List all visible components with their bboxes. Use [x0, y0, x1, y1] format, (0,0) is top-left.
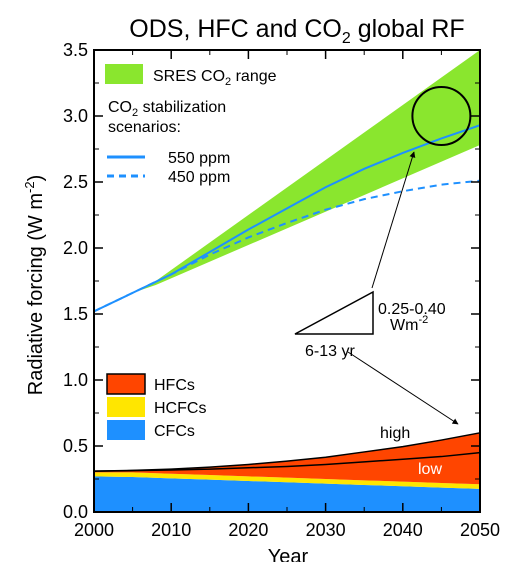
legend-label-cfcs: CFCs [154, 423, 195, 440]
y-tick-label: 0.5 [63, 436, 88, 456]
y-tick-label: 0.0 [63, 502, 88, 522]
legend-label-hfcs: HFCs [154, 377, 195, 394]
label-low: low [418, 461, 442, 478]
tick-label-layer: 2000 2010 2020 2030 2040 2050 0.0 0.5 1.0 1.5 2.0 2… [63, 40, 500, 540]
legend-swatch-hcfcs [107, 397, 145, 417]
highlight-circle [411, 86, 472, 146]
x-tick-label: 2040 [383, 520, 423, 540]
y-tick-label: 1.5 [63, 304, 88, 324]
legend-heading-stabilization: CO2 stabilization [108, 99, 226, 119]
legend-swatch-sres [105, 64, 143, 84]
area-hfcs [94, 432, 480, 485]
legend-swatch-cfcs [107, 420, 145, 440]
label-high: high [380, 425, 410, 442]
triangle-time-label: 6-13 yr [305, 343, 355, 360]
area-hcfcs [94, 472, 480, 489]
legend-label-550: 550 ppm [168, 150, 230, 167]
x-tick-label: 2030 [306, 520, 346, 540]
x-tick-label: 2000 [74, 520, 114, 540]
data-layer [93, 50, 481, 512]
hfcs-low-line [93, 451, 481, 472]
triangle-rate-label: 0.25-0.40 [378, 301, 446, 318]
y-tick-label: 2.5 [63, 172, 88, 192]
arrow-to-hfc [347, 351, 459, 425]
legend-swatch-hfcs [106, 373, 146, 395]
y-tick-label: 3.0 [63, 106, 88, 126]
rate-triangle [294, 290, 374, 335]
legend-label-sres: SRES CO2 range [153, 68, 277, 88]
legend-heading-scenarios: scenarios: [108, 119, 181, 136]
x-tick-label: 2050 [460, 520, 500, 540]
y-tick-label: 1.0 [63, 370, 88, 390]
triangle-unit-label: Wm-2 [390, 314, 428, 334]
legend-label-450: 450 ppm [168, 169, 230, 186]
sres-range-band [94, 50, 480, 313]
y-tick-label: 2.0 [63, 238, 88, 258]
y-axis-label: Radiative forcing (W m-2) [22, 175, 47, 396]
arrow-to-circle [371, 151, 416, 289]
x-tick-label: 2010 [151, 520, 191, 540]
legend-label-hcfcs: HCFCs [154, 400, 206, 417]
x-tick-label: 2020 [228, 520, 268, 540]
y-tick-label: 3.5 [63, 40, 88, 60]
area-cfcs [94, 476, 480, 512]
plot-frame [93, 49, 481, 513]
chart-title: ODS, HFC and CO2 global RF [129, 15, 464, 47]
series-line-550 [93, 124, 481, 313]
x-axis-label: Year [268, 546, 309, 562]
